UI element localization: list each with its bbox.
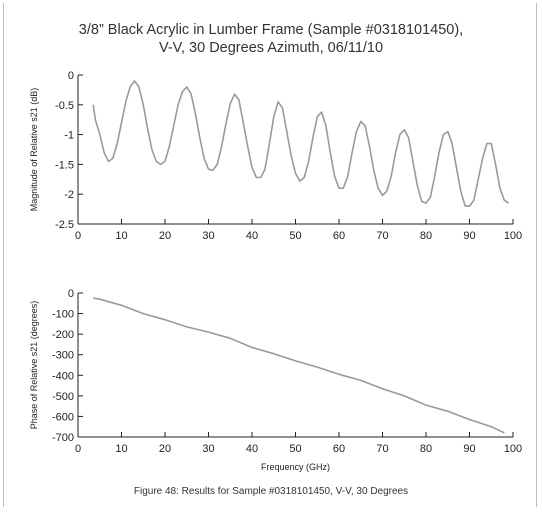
x-tick-label: 10 xyxy=(115,443,127,455)
y-tick-label: -400 xyxy=(52,370,74,382)
y-tick-label: -500 xyxy=(52,391,74,403)
x-tick-label: 90 xyxy=(463,230,475,242)
y-tick-label: 0 xyxy=(68,288,74,300)
x-tick-label: 90 xyxy=(463,443,475,455)
x-tick-label: 100 xyxy=(504,443,522,455)
figure-caption: Figure 48: Results for Sample #031810145… xyxy=(133,486,409,497)
x-tick-label: 100 xyxy=(504,230,522,242)
y-tick-label: -0.5 xyxy=(55,100,74,112)
x-tick-label: 0 xyxy=(75,443,81,455)
y-tick-label: -1.5 xyxy=(55,159,74,171)
y-tick-label: -2 xyxy=(64,189,74,201)
x-tick-label: 80 xyxy=(420,443,432,455)
y-tick-label: -200 xyxy=(52,329,74,341)
chart-title-line1: 3/8” Black Acrylic in Lumber Frame (Samp… xyxy=(78,22,464,38)
x-tick-label: 50 xyxy=(289,443,301,455)
y-tick-label: 0 xyxy=(68,70,74,82)
x-axis-label: Frequency (GHz) xyxy=(261,462,330,472)
series-line-magnitude xyxy=(92,80,510,207)
chart-magnitude: 0-0.5-1-1.5-2-2.50 10 20 30 40 50 60 70 80 90 100M… xyxy=(29,70,522,242)
chart-title-line2: V-V, 30 Degrees Azimuth, 06/11/10 xyxy=(158,40,384,56)
y-tick-label: -1 xyxy=(64,130,74,142)
x-tick-label: 0 xyxy=(75,230,81,242)
x-tick-label: 70 xyxy=(376,230,388,242)
y-axis-label: Magnitude of Relative s21 (dB) xyxy=(29,88,39,212)
x-tick-label: 20 xyxy=(159,443,171,455)
x-tick-label: 70 xyxy=(376,443,388,455)
figure-frame xyxy=(3,3,537,507)
x-tick-label: 40 xyxy=(246,230,258,242)
y-tick-label: -600 xyxy=(52,411,74,423)
y-tick-label: -700 xyxy=(52,432,74,444)
y-tick-label: -300 xyxy=(52,350,74,362)
x-tick-label: 60 xyxy=(333,443,345,455)
series-line-phase xyxy=(93,297,505,434)
x-tick-label: 60 xyxy=(333,230,345,242)
x-tick-label: 40 xyxy=(246,443,258,455)
x-tick-label: 30 xyxy=(202,230,214,242)
y-tick-label: -2.5 xyxy=(55,219,74,231)
x-tick-label: 50 xyxy=(289,230,301,242)
x-tick-label: 20 xyxy=(159,230,171,242)
x-tick-label: 10 xyxy=(115,230,127,242)
y-axis-label: Phase of Relative s21 (degrees) xyxy=(29,301,39,430)
x-tick-label: 30 xyxy=(202,443,214,455)
y-tick-label: -100 xyxy=(52,309,74,321)
x-tick-label: 80 xyxy=(420,230,432,242)
